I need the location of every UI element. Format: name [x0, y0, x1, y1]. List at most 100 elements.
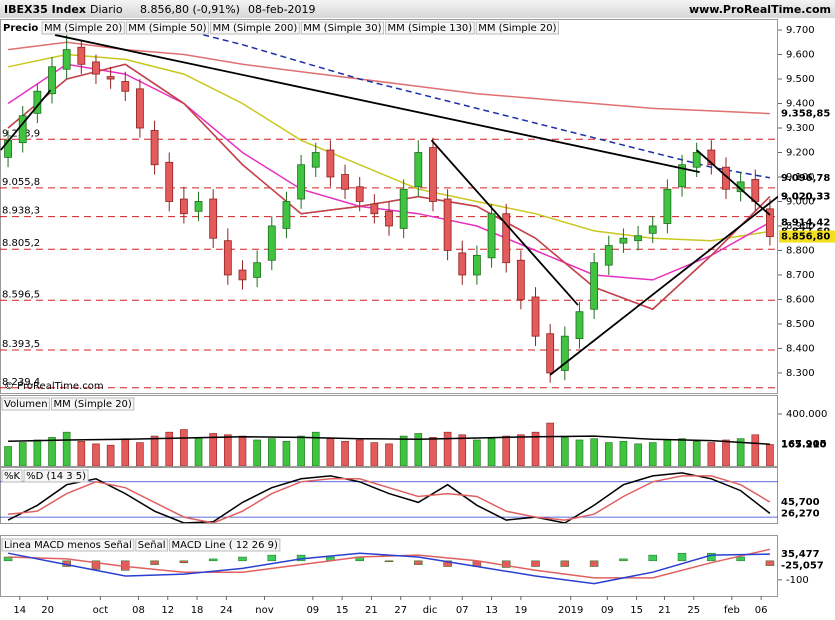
y-tick-label: 8.500 — [786, 319, 815, 330]
candle-body — [707, 149, 716, 166]
histogram-bar — [3, 556, 13, 562]
x-tick-label: 15 — [630, 605, 643, 616]
level-label: 8.393,5 — [2, 339, 40, 350]
site: www.ProRealTime.com — [689, 3, 831, 16]
candle-body — [516, 259, 525, 300]
candle-body — [282, 201, 291, 229]
volume-bar — [121, 438, 130, 466]
line — [8, 548, 771, 579]
histogram-bar — [208, 558, 218, 562]
candle-body — [165, 161, 174, 202]
candle-body — [253, 262, 262, 278]
legend-box — [475, 21, 559, 35]
volume-bar — [692, 440, 701, 466]
trendline — [430, 139, 579, 306]
y-tick-label: 400.000 — [786, 409, 827, 420]
y-tick-label: 8.800 — [786, 245, 815, 256]
candle-body — [121, 81, 130, 92]
histogram-bar — [179, 560, 189, 563]
volume-bar — [4, 446, 12, 466]
histogram-bar — [619, 558, 628, 562]
candle-body — [370, 203, 379, 215]
volume-bar — [736, 438, 745, 466]
candle-body — [619, 237, 628, 244]
legend-entry: MM (Simple 20) — [44, 23, 122, 34]
candle-body — [560, 335, 569, 371]
x-tick-label: 07 — [456, 605, 469, 616]
line — [8, 475, 771, 523]
x-tick-label: feb — [724, 605, 740, 616]
histogram-bar — [150, 560, 159, 565]
candle-body — [458, 252, 467, 276]
volume-bar — [648, 442, 657, 466]
x-tick-label: 08 — [132, 605, 145, 616]
legend-entry: MM (Simple 20) — [478, 23, 556, 34]
volume-bar — [282, 440, 291, 466]
date: 08-feb-2019 — [248, 3, 316, 16]
y-tick-label: 9.300 — [786, 123, 815, 134]
legend-entry: MM (Simple 20) — [54, 399, 132, 410]
last-value-label: 9.020,33 — [781, 192, 830, 203]
candle-body — [223, 240, 232, 276]
histogram-bar — [384, 560, 394, 563]
x-tick-label: 15 — [336, 605, 349, 616]
histogram-bar — [736, 556, 745, 562]
volume-bar — [458, 434, 467, 466]
line — [7, 63, 771, 311]
volume-bar — [619, 440, 628, 466]
candle-body — [487, 213, 496, 259]
y-tick-label: 9.000 — [786, 196, 815, 207]
symbol: IBEX35 Index — [4, 3, 86, 16]
candle-body — [546, 333, 555, 374]
trendline — [549, 195, 778, 376]
volume-bar — [751, 434, 760, 466]
legend-entry: MM (Simple 200) — [213, 23, 298, 34]
x-tick-label: 12 — [161, 605, 174, 616]
legend-box — [1, 397, 51, 411]
x-tick-label: oct — [93, 605, 109, 616]
x-tick-label: 19 — [514, 605, 527, 616]
volume-bar — [92, 443, 100, 466]
candle-body — [473, 254, 481, 276]
legend-entry: Señal — [138, 540, 166, 551]
legend-box — [41, 21, 125, 35]
volume-bar — [487, 438, 496, 466]
candle-body — [77, 46, 86, 65]
line — [8, 41, 770, 115]
candle-body — [297, 164, 305, 200]
candle-body — [429, 147, 437, 202]
x-tick-label: 2019 — [558, 605, 583, 616]
y-tick-label: 9.700 — [786, 25, 815, 36]
candle-body — [531, 296, 540, 337]
last-value-label: 167.905 — [781, 439, 827, 450]
last-value-label: 35,477 — [781, 549, 820, 560]
legend-entry: MACD Line ( 12 26 9) — [172, 540, 278, 551]
trendline — [54, 34, 700, 173]
volume-bar — [531, 431, 540, 466]
line — [7, 552, 770, 585]
y-tick-label: -100 — [786, 575, 809, 586]
line — [7, 472, 771, 523]
y-tick-label: 8.300 — [786, 368, 815, 379]
volume-bar — [678, 438, 686, 466]
volume-bar — [575, 439, 584, 466]
volume-bar — [663, 439, 672, 466]
volume-bar — [77, 440, 86, 466]
volume-bar — [399, 435, 408, 466]
legend-box — [169, 538, 281, 552]
x-tick-label: 06 — [755, 605, 768, 616]
volume-bar — [561, 437, 569, 466]
x-tick-label: 20 — [41, 605, 54, 616]
last-value-label: 45,700 — [781, 497, 820, 508]
legend-entry: Volumen — [4, 399, 48, 410]
y-tick-label: 9.400 — [786, 99, 815, 110]
volume-bar — [194, 437, 203, 466]
volume-bar — [766, 444, 774, 466]
candle-body — [414, 152, 423, 188]
candle-body — [604, 245, 613, 266]
y-tick-label: 9.100 — [786, 172, 815, 183]
trendline — [696, 149, 771, 216]
candle-body — [766, 208, 774, 237]
line — [7, 63, 771, 281]
volume-bar — [62, 431, 71, 466]
